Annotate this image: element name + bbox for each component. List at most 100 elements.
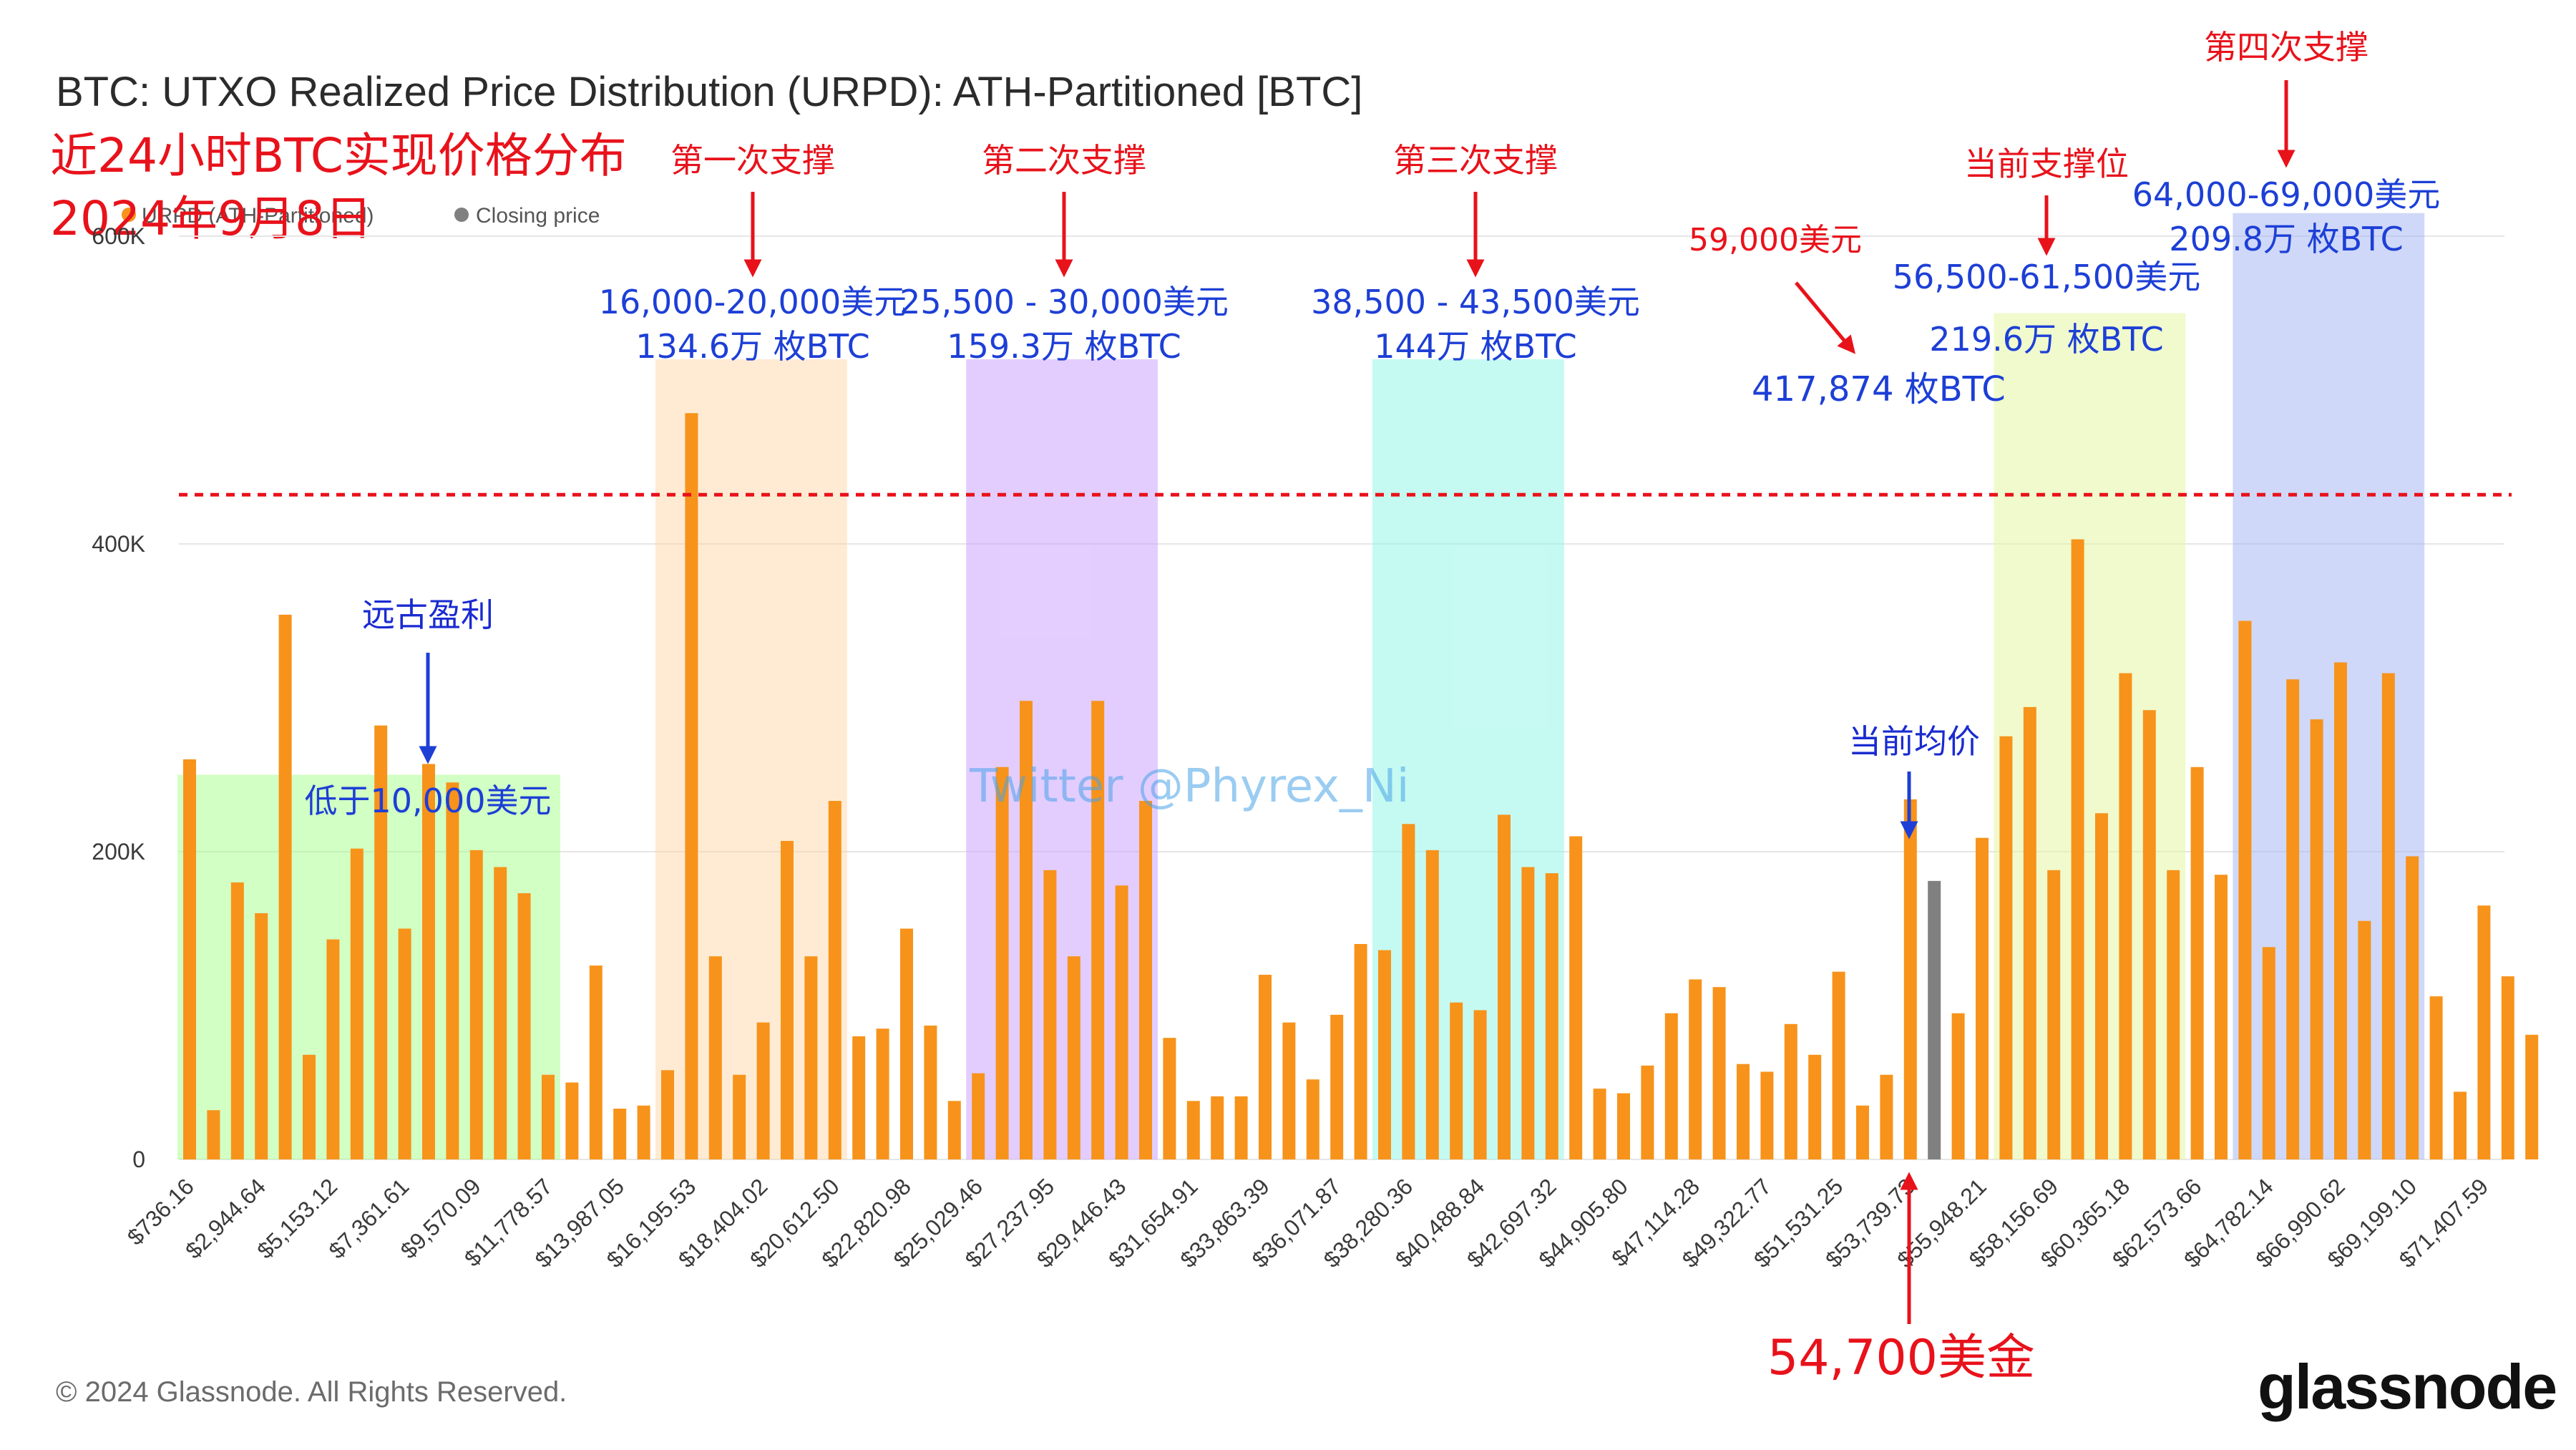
bar — [1689, 979, 1702, 1159]
bar — [2358, 920, 2371, 1159]
zone-fourth-support — [2233, 213, 2425, 1159]
zone-amount-current-support: 219.6万 枚BTC — [1929, 320, 2163, 359]
zone-amount-first-support: 134.6万 枚BTC — [635, 327, 869, 366]
bar — [2095, 813, 2108, 1159]
bar — [542, 1074, 555, 1159]
bar — [1903, 799, 1917, 1159]
bar — [183, 759, 196, 1159]
bar — [1498, 814, 1511, 1159]
bar — [661, 1070, 674, 1159]
bar — [1664, 1013, 1678, 1159]
glassnode-logo: glassnode — [2258, 1351, 2556, 1422]
annotation-59000: 59,000美元 — [1689, 222, 1862, 258]
zone-range-fourth-support: 64,000-69,000美元 — [2132, 175, 2441, 214]
bar — [947, 1101, 961, 1159]
zone-header-second-support: 第二次支撑 — [982, 141, 1146, 180]
y-tick-label: 600K — [92, 223, 145, 249]
bar — [685, 413, 698, 1159]
bar — [1569, 836, 1583, 1159]
bar — [804, 956, 818, 1159]
bar — [1737, 1064, 1750, 1159]
zone-range-ancient-profit: 低于10,000美元 — [305, 782, 552, 820]
zone-third-support — [1372, 359, 1564, 1159]
bar — [1784, 1023, 1797, 1159]
bar — [637, 1105, 650, 1159]
bar — [1354, 944, 1367, 1159]
bar — [1880, 1074, 1893, 1159]
bar — [1425, 850, 1439, 1159]
bar — [398, 928, 411, 1159]
bar — [517, 893, 531, 1159]
legend-closing-label: Closing price — [476, 204, 600, 228]
bar — [1139, 801, 1152, 1159]
y-tick-label: 400K — [92, 531, 145, 557]
bar — [326, 939, 340, 1159]
bar — [1067, 956, 1080, 1159]
bar — [422, 764, 435, 1159]
bar — [924, 1025, 937, 1159]
legend-urpd-dot — [122, 208, 136, 222]
zone-header-current-support: 当前支撑位 — [1964, 145, 2129, 183]
bar — [1999, 736, 2013, 1159]
bars — [183, 413, 2539, 1159]
bar — [1976, 837, 1989, 1159]
zone-amount-fourth-support: 209.8万 枚BTC — [2169, 220, 2403, 258]
bar — [1186, 1101, 1200, 1159]
y-tick-label: 200K — [92, 839, 145, 865]
bar — [2119, 673, 2132, 1159]
bar — [1641, 1065, 1654, 1159]
zone-amount-second-support: 159.3万 枚BTC — [947, 327, 1181, 366]
bar — [900, 928, 913, 1159]
bar — [756, 1022, 770, 1159]
zone-header-third-support: 第三次支撑 — [1393, 141, 1558, 180]
legend-closing-dot — [454, 208, 469, 222]
annotation-current-avg: 当前均价 — [1848, 722, 1980, 761]
bar — [1545, 873, 1558, 1159]
bar — [2406, 856, 2419, 1159]
zone-header-first-support: 第一次支撑 — [670, 141, 835, 180]
copyright: © 2024 Glassnode. All Rights Reserved. — [56, 1376, 567, 1408]
bar — [2190, 767, 2204, 1159]
bar — [2334, 662, 2347, 1159]
bar — [1593, 1089, 1606, 1159]
bar — [2238, 621, 2252, 1159]
bar — [565, 1082, 579, 1159]
zone-current-support — [1994, 313, 2186, 1159]
bar — [1832, 971, 1845, 1159]
zone-range-first-support: 16,000-20,000美元 — [599, 283, 907, 321]
legend-urpd-label: URPD (ATH-Partitioned) — [142, 204, 374, 228]
bar — [207, 1110, 220, 1159]
bar — [876, 1028, 889, 1159]
bar — [2525, 1034, 2539, 1159]
bar — [303, 1054, 316, 1159]
zone-range-current-support: 56,500-61,500美元 — [1893, 258, 2201, 296]
bar — [1378, 950, 1391, 1159]
zone-range-third-support: 38,500 - 43,500美元 — [1311, 283, 1640, 321]
bar — [230, 882, 244, 1159]
bar — [255, 913, 268, 1159]
bar — [469, 850, 483, 1159]
bar — [2023, 706, 2036, 1159]
bar — [1234, 1096, 1248, 1159]
bar — [1043, 870, 1057, 1159]
bar — [278, 614, 292, 1159]
bar — [1617, 1093, 1630, 1159]
subtitle-cn: 近24小时BTC实现价格分布 — [50, 128, 627, 183]
chart-title: BTC: UTXO Realized Price Distribution (U… — [56, 69, 1362, 115]
bar — [2215, 875, 2228, 1159]
annotation-54700: 54,700美金 — [1767, 1330, 2035, 1386]
bar — [1808, 1054, 1822, 1159]
bar — [1712, 987, 1726, 1159]
bar — [1211, 1096, 1224, 1159]
bar — [2262, 947, 2275, 1159]
bar — [374, 725, 388, 1159]
bar — [1091, 701, 1105, 1159]
bar — [2071, 539, 2084, 1159]
bar — [1951, 1013, 1965, 1159]
bar — [613, 1109, 627, 1159]
bar — [1020, 701, 1033, 1159]
bar — [781, 840, 794, 1159]
bar — [1282, 1022, 1296, 1159]
bar — [2429, 996, 2443, 1159]
